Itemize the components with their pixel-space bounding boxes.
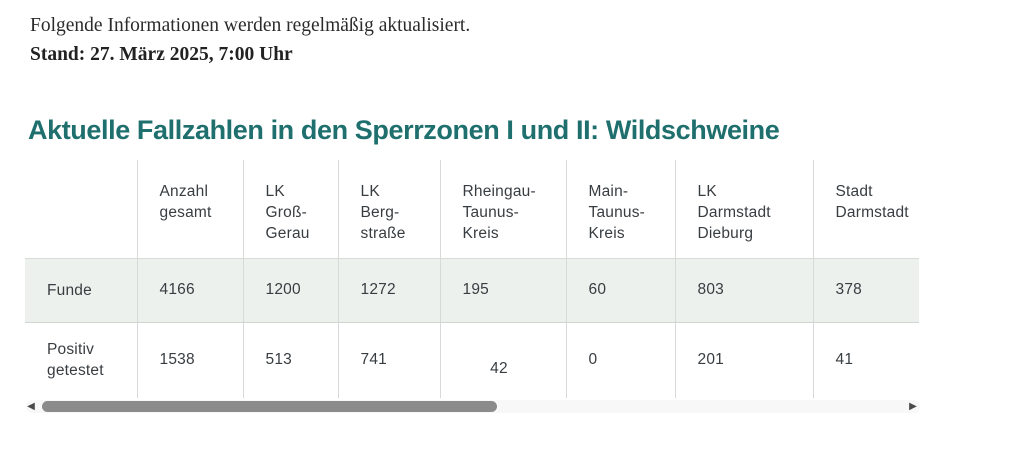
row-label-funde: Funde <box>25 258 137 323</box>
cell-funde-lk-gross-gerau: 1200 <box>242 258 338 323</box>
col-header-main-taunus-kreis: Main- Taunus- Kreis <box>565 160 675 259</box>
cell-positiv-lk-bergstrasse: 741 <box>337 322 440 398</box>
table-header-row: Anzahl gesamt LK Groß- Gerau LK Berg- st… <box>25 160 919 259</box>
cell-funde-main-taunus-kreis: 60 <box>565 258 675 323</box>
col-header-stadt-darmstadt: Stadt Darmstadt <box>812 160 919 259</box>
col-header-lk-bergstrasse: LK Berg- straße <box>337 160 440 259</box>
cell-funde-rheingau-taunus-kreis: 195 <box>439 258 566 323</box>
cell-funde-stadt-darmstadt: 378 <box>812 258 919 323</box>
row-label-positiv-getestet: Positiv getestet <box>25 322 137 398</box>
page-title: Aktuelle Fallzahlen in den Sperrzonen I … <box>28 115 780 145</box>
cell-positiv-stadt-darmstadt: 41 <box>812 322 919 398</box>
scrollbar-thumb[interactable] <box>42 401 497 412</box>
cell-funde-lk-bergstrasse: 1272 <box>337 258 440 323</box>
cell-positiv-main-taunus-kreis: 0 <box>565 322 675 398</box>
col-header-anzahl-gesamt: Anzahl gesamt <box>136 160 243 259</box>
scroll-left-icon[interactable]: ◀ <box>27 401 35 412</box>
table-row-positiv-getestet: Positiv getestet 1538 513 741 42 0 201 4… <box>25 322 919 398</box>
scroll-right-icon[interactable]: ▶ <box>909 401 917 412</box>
cell-positiv-lk-gross-gerau: 513 <box>242 322 338 398</box>
cell-positiv-anzahl-gesamt: 1538 <box>136 322 243 398</box>
table-scroll-viewport[interactable]: Anzahl gesamt LK Groß- Gerau LK Berg- st… <box>25 160 919 399</box>
table-row-funde: Funde 4166 1200 1272 195 60 803 378 <box>25 258 919 323</box>
intro-text: Folgende Informationen werden regelmäßig… <box>30 15 471 36</box>
cell-positiv-rheingau-taunus-kreis: 42 <box>439 322 566 398</box>
fallzahlen-table: Anzahl gesamt LK Groß- Gerau LK Berg- st… <box>25 160 919 398</box>
col-header-lk-darmstadt-dieburg: LK Darmstadt Dieburg <box>674 160 813 259</box>
cell-positiv-lk-darmstadt-dieburg: 201 <box>674 322 813 398</box>
col-header-lk-gross-gerau: LK Groß- Gerau <box>242 160 338 259</box>
col-header-rheingau-taunus-kreis: Rheingau- Taunus- Kreis <box>439 160 566 259</box>
cell-funde-lk-darmstadt-dieburg: 803 <box>674 258 813 323</box>
col-header-empty <box>25 160 137 259</box>
horizontal-scrollbar[interactable]: ◀ ▶ <box>26 399 920 414</box>
cell-funde-anzahl-gesamt: 4166 <box>136 258 243 323</box>
status-date-line: Stand: 27. März 2025, 7:00 Uhr <box>30 44 293 65</box>
